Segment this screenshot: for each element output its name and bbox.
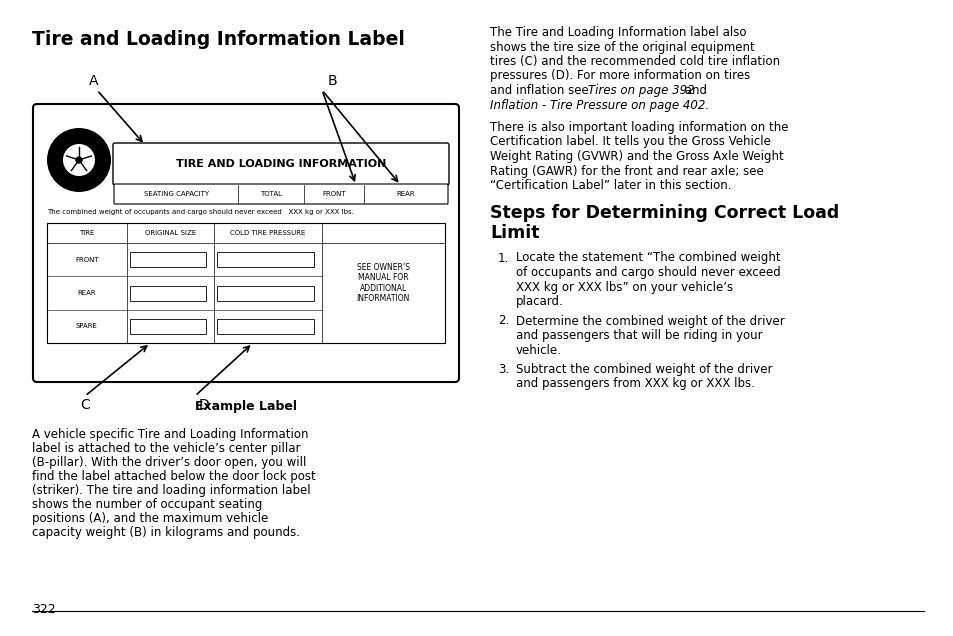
- Text: TOTAL: TOTAL: [260, 191, 282, 197]
- Text: 3.: 3.: [497, 363, 509, 376]
- Circle shape: [58, 139, 100, 181]
- Text: (striker). The tire and loading information label: (striker). The tire and loading informat…: [32, 484, 311, 497]
- Text: D: D: [199, 398, 210, 412]
- Bar: [217, 252, 314, 267]
- Text: A: A: [89, 74, 98, 88]
- Text: vehicle.: vehicle.: [516, 343, 561, 357]
- Circle shape: [51, 132, 107, 188]
- Text: pressures (D). For more information on tires: pressures (D). For more information on t…: [490, 69, 749, 83]
- Circle shape: [52, 133, 106, 187]
- Text: REAR: REAR: [395, 191, 415, 197]
- Text: C: C: [80, 398, 90, 412]
- Text: Example Label: Example Label: [194, 400, 296, 413]
- Circle shape: [48, 129, 110, 191]
- Circle shape: [59, 140, 99, 180]
- Circle shape: [50, 131, 108, 189]
- Text: ORIGINAL SIZE: ORIGINAL SIZE: [145, 230, 195, 236]
- Text: SPARE: SPARE: [76, 323, 97, 329]
- Text: Steps for Determining Correct Load: Steps for Determining Correct Load: [490, 204, 839, 221]
- Text: 2.: 2.: [497, 314, 509, 328]
- Circle shape: [54, 135, 104, 185]
- Text: SEE OWNER’S
MANUAL FOR
ADDITIONAL
INFORMATION: SEE OWNER’S MANUAL FOR ADDITIONAL INFORM…: [356, 263, 410, 303]
- Text: 322: 322: [32, 603, 55, 616]
- Text: 1.: 1.: [497, 251, 509, 265]
- Circle shape: [53, 134, 105, 186]
- Circle shape: [57, 138, 101, 182]
- Circle shape: [63, 144, 95, 176]
- Text: of occupants and cargo should never exceed: of occupants and cargo should never exce…: [516, 266, 780, 279]
- Circle shape: [61, 142, 97, 178]
- Text: Weight Rating (GVWR) and the Gross Axle Weight: Weight Rating (GVWR) and the Gross Axle …: [490, 150, 783, 163]
- Text: Subtract the combined weight of the driver: Subtract the combined weight of the driv…: [516, 363, 772, 376]
- Text: Tire and Loading Information Label: Tire and Loading Information Label: [32, 30, 404, 49]
- Text: and passengers from XXX kg or XXX lbs.: and passengers from XXX kg or XXX lbs.: [516, 378, 754, 391]
- Bar: [217, 319, 314, 334]
- Text: The combined weight of occupants and cargo should never exceed   XXX kg or XXX l: The combined weight of occupants and car…: [47, 209, 354, 215]
- Text: shows the number of occupant seating: shows the number of occupant seating: [32, 498, 262, 511]
- FancyBboxPatch shape: [112, 143, 449, 185]
- Text: (B-pillar). With the driver’s door open, you will: (B-pillar). With the driver’s door open,…: [32, 456, 306, 469]
- Text: Determine the combined weight of the driver: Determine the combined weight of the dri…: [516, 314, 784, 328]
- Text: SEATING CAPACITY: SEATING CAPACITY: [144, 191, 209, 197]
- Text: FRONT: FRONT: [75, 257, 98, 263]
- Text: capacity weight (B) in kilograms and pounds.: capacity weight (B) in kilograms and pou…: [32, 526, 299, 539]
- FancyBboxPatch shape: [33, 104, 458, 382]
- Text: The Tire and Loading Information label also: The Tire and Loading Information label a…: [490, 26, 745, 39]
- Circle shape: [62, 143, 96, 177]
- Text: XXX kg or XXX lbs” on your vehicle’s: XXX kg or XXX lbs” on your vehicle’s: [516, 280, 732, 293]
- Text: There is also important loading information on the: There is also important loading informat…: [490, 121, 788, 134]
- Text: find the label attached below the door lock post: find the label attached below the door l…: [32, 470, 315, 483]
- Text: A vehicle specific Tire and Loading Information: A vehicle specific Tire and Loading Info…: [32, 428, 308, 441]
- Text: label is attached to the vehicle’s center pillar: label is attached to the vehicle’s cente…: [32, 442, 300, 455]
- Text: Locate the statement “The combined weight: Locate the statement “The combined weigh…: [516, 251, 780, 265]
- Circle shape: [56, 137, 102, 183]
- Text: tires (C) and the recommended cold tire inflation: tires (C) and the recommended cold tire …: [490, 55, 780, 68]
- Circle shape: [47, 128, 111, 192]
- Text: positions (A), and the maximum vehicle: positions (A), and the maximum vehicle: [32, 512, 268, 525]
- Bar: [47, 223, 444, 343]
- Text: REAR: REAR: [77, 290, 96, 296]
- Text: “Certification Label” later in this section.: “Certification Label” later in this sect…: [490, 179, 731, 192]
- Circle shape: [49, 130, 109, 190]
- FancyBboxPatch shape: [113, 184, 448, 204]
- Text: TIRE: TIRE: [79, 230, 94, 236]
- Text: COLD TIRE PRESSURE: COLD TIRE PRESSURE: [230, 230, 305, 236]
- Text: B: B: [328, 74, 337, 88]
- Circle shape: [66, 147, 91, 173]
- Circle shape: [76, 157, 82, 163]
- Text: TIRE AND LOADING INFORMATION: TIRE AND LOADING INFORMATION: [175, 159, 386, 169]
- Bar: [217, 286, 314, 300]
- Text: shows the tire size of the original equipment: shows the tire size of the original equi…: [490, 41, 754, 53]
- Text: FRONT: FRONT: [322, 191, 346, 197]
- Bar: [130, 319, 206, 334]
- Bar: [130, 252, 206, 267]
- Text: and: and: [680, 84, 706, 97]
- Bar: [130, 286, 206, 300]
- Text: Certification label. It tells you the Gross Vehicle: Certification label. It tells you the Gr…: [490, 135, 770, 148]
- Text: and inflation see: and inflation see: [490, 84, 592, 97]
- Text: and passengers that will be riding in your: and passengers that will be riding in yo…: [516, 329, 761, 342]
- Text: Limit: Limit: [490, 225, 539, 242]
- Text: Tires on page 392: Tires on page 392: [587, 84, 694, 97]
- Text: Rating (GAWR) for the front and rear axle; see: Rating (GAWR) for the front and rear axl…: [490, 165, 763, 177]
- Circle shape: [55, 136, 103, 184]
- Text: Inflation - Tire Pressure on page 402.: Inflation - Tire Pressure on page 402.: [490, 99, 708, 111]
- Circle shape: [60, 141, 98, 179]
- Text: placard.: placard.: [516, 295, 563, 308]
